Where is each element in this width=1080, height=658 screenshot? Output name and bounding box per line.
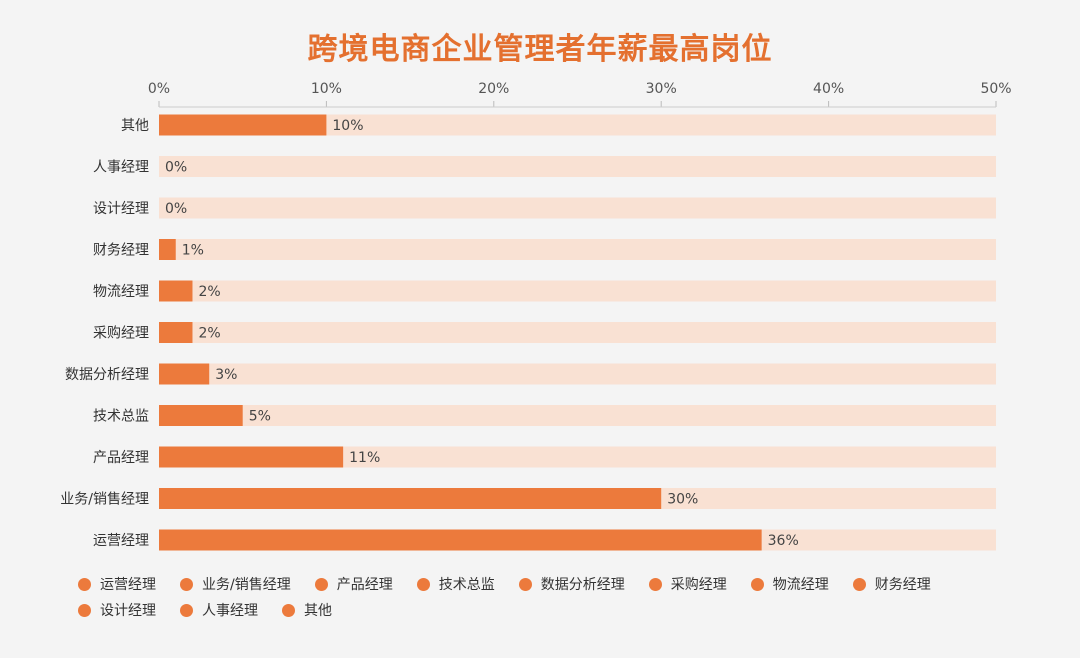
legend-label: 财务经理: [874, 577, 931, 593]
legend-item: 运营经理: [78, 574, 156, 594]
legend-label: 物流经理: [772, 577, 829, 593]
data-label: 1%: [182, 243, 204, 259]
category-label: 运营经理: [93, 533, 149, 549]
legend-item: 数据分析经理: [518, 574, 625, 594]
bar: [159, 114, 327, 136]
data-label: 10%: [332, 118, 363, 134]
data-label: 36%: [768, 533, 799, 549]
legend-label: 其他: [304, 603, 332, 619]
data-label: 0%: [165, 160, 187, 176]
category-label: 业务/销售经理: [60, 492, 149, 508]
bar-track: [159, 239, 996, 260]
category-label: 产品经理: [93, 450, 149, 466]
legend-marker: [314, 577, 328, 591]
legend-label: 业务/销售经理: [202, 577, 291, 593]
x-tick-label: 20%: [478, 81, 509, 97]
bar: [159, 363, 210, 385]
legend-label: 数据分析经理: [540, 577, 625, 593]
data-label: 5%: [249, 409, 271, 425]
legend-label: 运营经理: [100, 577, 156, 593]
x-tick-label: 50%: [980, 81, 1011, 97]
legend-item: 业务/销售经理: [180, 574, 291, 594]
x-tick-label: 10%: [311, 81, 342, 97]
category-label: 其他: [121, 118, 149, 134]
legend-marker: [648, 577, 662, 591]
bar-track: [159, 363, 996, 385]
chart-legend: 运营经理 业务/销售经理 产品经理 技术总监 数据分析经理 采购经理 物流经理 财务经理设计经…: [78, 574, 1018, 620]
legend-marker: [78, 603, 91, 617]
legend-item: 财务经理: [852, 574, 931, 594]
data-label: 30%: [667, 492, 698, 508]
bar-track: [159, 156, 996, 177]
legend-item: 物流经理: [750, 574, 829, 594]
legend-marker: [852, 577, 866, 591]
bar: [159, 488, 662, 509]
category-label: 技术总监: [93, 409, 149, 425]
category-label: 人事经理: [93, 160, 149, 176]
bar: [159, 405, 243, 426]
legend-item: 技术总监: [416, 574, 495, 594]
category-label: 数据分析经理: [65, 367, 149, 383]
legend-item: 采购经理: [648, 574, 727, 594]
legend-label: 采购经理: [670, 577, 727, 593]
legend-marker: [416, 577, 430, 591]
legend-item: 产品经理: [314, 574, 393, 594]
x-tick-label: 30%: [646, 81, 677, 97]
x-tick-label: 0%: [148, 81, 170, 97]
bar-track: [159, 322, 996, 343]
category-label: 物流经理: [93, 284, 149, 300]
legend-marker: [180, 603, 193, 617]
data-label: 11%: [349, 450, 380, 466]
legend-label: 人事经理: [202, 603, 258, 619]
x-tick-label: 40%: [813, 81, 844, 97]
data-label: 3%: [215, 367, 237, 383]
bar-track: [159, 114, 996, 136]
legend-marker: [518, 577, 532, 591]
legend-marker: [78, 577, 91, 591]
category-label: 采购经理: [93, 326, 149, 342]
data-label: 2%: [198, 284, 220, 300]
legend-item: 人事经理: [180, 600, 258, 620]
legend-marker: [282, 603, 295, 617]
legend-item: 其他: [282, 600, 332, 620]
category-label: 财务经理: [93, 243, 149, 259]
legend-label: 设计经理: [100, 603, 156, 619]
bar-track: [159, 197, 996, 219]
bar: [159, 322, 193, 343]
bar-track: [159, 280, 996, 302]
legend-marker: [750, 577, 764, 591]
bar: [159, 280, 193, 302]
bar-track: [159, 405, 996, 426]
category-label: 设计经理: [93, 201, 149, 217]
bar: [159, 239, 176, 260]
data-label: 0%: [165, 201, 187, 217]
data-label: 2%: [198, 326, 220, 342]
bar-track: [159, 446, 996, 468]
bar: [159, 446, 344, 468]
bar: [159, 529, 762, 551]
legend-label: 技术总监: [438, 577, 495, 593]
legend-marker: [180, 577, 193, 591]
legend-label: 产品经理: [336, 577, 393, 593]
legend-item: 设计经理: [78, 600, 156, 620]
chart-title: 跨境电商企业管理者年薪最高岗位: [307, 32, 773, 67]
